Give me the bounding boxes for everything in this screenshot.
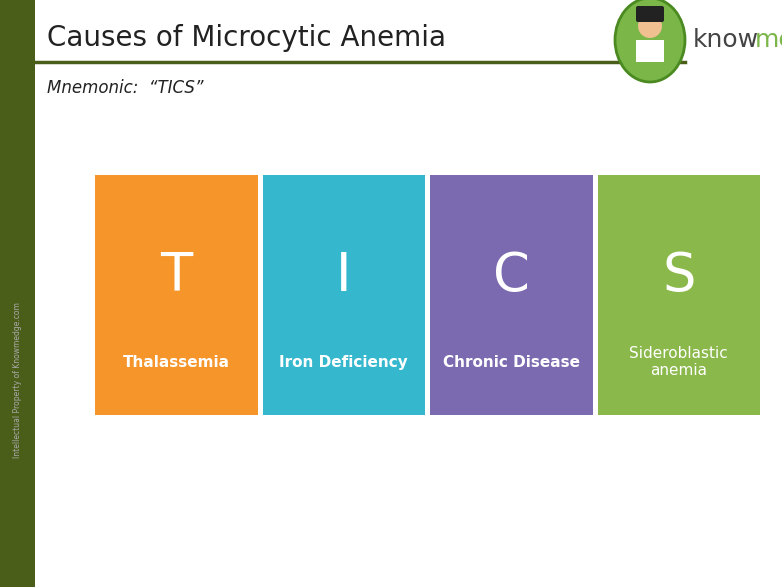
FancyBboxPatch shape	[263, 175, 425, 415]
Text: I: I	[336, 250, 351, 302]
FancyBboxPatch shape	[430, 175, 593, 415]
Circle shape	[638, 14, 662, 38]
Text: Mnemonic:  “TICS”: Mnemonic: “TICS”	[47, 79, 203, 97]
Text: Iron Deficiency: Iron Deficiency	[279, 355, 408, 370]
Text: T: T	[160, 250, 192, 302]
Text: Sideroblastic
anemia: Sideroblastic anemia	[630, 346, 728, 379]
Text: S: S	[662, 250, 695, 302]
Text: know: know	[693, 28, 759, 52]
FancyBboxPatch shape	[0, 0, 35, 587]
Text: Causes of Microcytic Anemia: Causes of Microcytic Anemia	[47, 24, 446, 52]
Text: Chronic Disease: Chronic Disease	[443, 355, 579, 370]
FancyBboxPatch shape	[636, 6, 664, 22]
Text: med: med	[755, 28, 782, 52]
FancyBboxPatch shape	[636, 40, 664, 62]
Text: Thalassemia: Thalassemia	[123, 355, 230, 370]
Text: C: C	[493, 250, 529, 302]
Text: Intellectual Property of Knowmedge.com: Intellectual Property of Knowmedge.com	[13, 302, 22, 458]
Ellipse shape	[615, 0, 685, 82]
FancyBboxPatch shape	[597, 175, 760, 415]
FancyBboxPatch shape	[95, 175, 257, 415]
